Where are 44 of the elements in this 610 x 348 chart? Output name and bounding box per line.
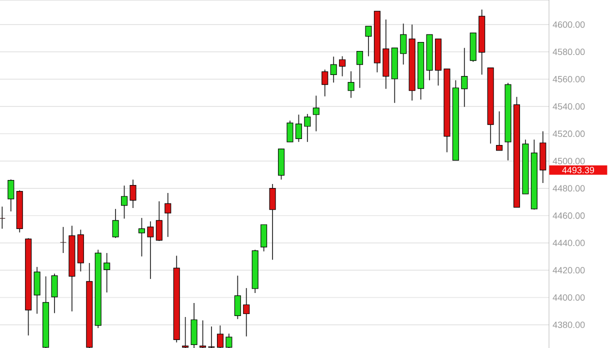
candlestick xyxy=(216,325,224,348)
candlestick xyxy=(112,208,119,238)
candlestick xyxy=(156,200,162,242)
candlestick xyxy=(496,110,503,151)
candlestick xyxy=(164,192,172,238)
candlestick xyxy=(322,69,328,97)
y-tick-label: 4540.00 xyxy=(552,103,585,110)
y-tick-label: 4500.00 xyxy=(552,158,585,164)
candlestick xyxy=(243,288,250,337)
y-tick-label: 4580.00 xyxy=(552,48,585,56)
candlestick xyxy=(60,226,66,254)
y-tick-label: 4380.00 xyxy=(552,322,585,328)
candlestick xyxy=(104,252,110,293)
candlestick xyxy=(348,70,354,98)
candlestick xyxy=(34,266,40,314)
candlestick xyxy=(138,217,145,257)
y-tick-label: 4420.00 xyxy=(552,267,585,274)
y-tick-label: 4460.00 xyxy=(552,212,585,219)
candlestick xyxy=(130,179,136,208)
y-tick-label: 4560.00 xyxy=(552,76,585,82)
y-tick-label: 4600.00 xyxy=(552,21,585,28)
candlestick xyxy=(8,179,14,212)
y-tick-label: 4440.00 xyxy=(552,240,585,246)
candlestick xyxy=(234,275,241,320)
candlestick xyxy=(182,316,189,348)
candlestick xyxy=(121,185,128,220)
y-tick-label: 4520.00 xyxy=(552,130,585,137)
candlestick xyxy=(365,26,372,57)
candlestick xyxy=(295,114,302,142)
candlestick xyxy=(461,47,468,108)
candlestick xyxy=(147,220,154,280)
candlestick xyxy=(312,95,320,132)
y-tick-label: 4480.00 xyxy=(552,185,585,192)
candlestick xyxy=(330,56,337,84)
candlestick xyxy=(304,114,311,142)
candlestick xyxy=(269,184,276,260)
candlestick xyxy=(51,273,58,314)
candlestick xyxy=(400,23,407,65)
candlestick xyxy=(339,56,346,77)
y-tick-label: 4400.00 xyxy=(552,294,585,301)
candlestick xyxy=(356,50,364,88)
text: 4493.39 xyxy=(562,166,594,174)
candlestick xyxy=(260,224,268,252)
candlestick xyxy=(286,120,294,142)
